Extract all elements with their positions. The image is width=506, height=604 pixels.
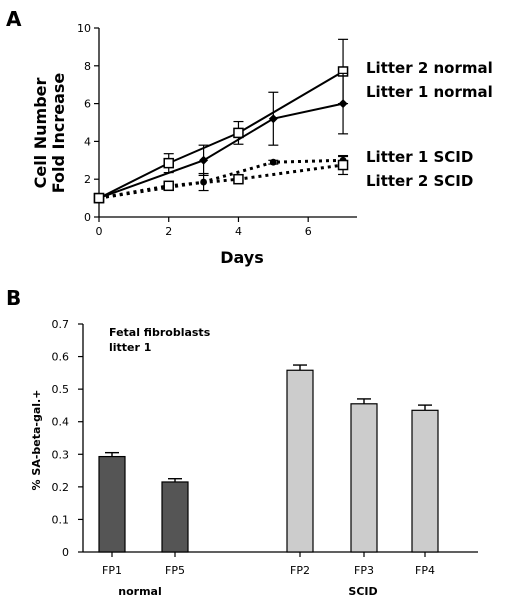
legend-label: Litter 1 SCID [366,148,473,166]
bar [161,481,189,553]
group-label-scid: SCID [348,585,377,598]
panel-b-y-tick-label: 0.3 [52,448,70,461]
data-point [93,192,105,204]
panel-a-y-tick-label: 6 [84,98,91,111]
panel-b-annotation-line1: Fetal fibroblasts [109,326,211,339]
data-point [233,127,244,139]
panel-a-x-axis-title: Days [220,248,264,267]
bar-fp5 [161,478,189,553]
series-line [98,102,344,200]
panel-a: A 0 2 4 6 8 10 0 2 4 6 Litter 2 normal Litter 1 n… [6,7,493,267]
panel-b-bars [98,364,439,553]
bar-fp4 [411,404,439,553]
series-litter-2-normal [93,38,349,204]
bar [411,409,439,553]
panel-a-x-tick-label: 0 [96,225,103,238]
panel-b-y-tick-label: 0.4 [52,416,70,429]
data-point [233,173,244,185]
panel-b-y-tick-label: 0.7 [52,318,70,331]
data-point [163,157,174,169]
panel-a-y-axis-title-line2: Fold Increase [49,73,68,194]
panel-b-x-tick-label: FP1 [102,564,122,577]
bar [98,455,126,553]
legend-label: Litter 2 SCID [366,172,473,190]
bar-fp2 [286,364,314,553]
panel-a-x-ticks: 0 2 4 6 [96,217,312,238]
panel-b-y-tick-label: 0.2 [52,481,70,494]
bar [286,369,314,553]
data-point [163,180,174,192]
panel-a-y-tick-label: 0 [84,211,91,224]
series-line [98,158,344,200]
panel-a-x-tick-label: 2 [165,225,172,238]
series-line [98,70,344,199]
data-point [337,159,349,171]
panel-b-y-tick-label: 0 [62,546,69,559]
panel-b-annotation-line2: litter 1 [109,341,151,354]
bar-fp1 [98,451,126,553]
data-point [199,155,209,165]
panel-b-y-tick-label: 0.6 [52,351,70,364]
panel-a-y-tick-label: 2 [84,173,91,186]
panel-a-series [93,38,349,204]
panel-b-group-labels: normal SCID [118,585,377,598]
data-point [269,158,277,166]
panel-b-x-tick-label: FP2 [290,564,310,577]
panel-a-y-axis-title-line1: Cell Number [31,78,50,189]
series-litter-1-scid [94,155,349,202]
legend-label: Litter 1 normal [366,83,493,101]
panel-a-y-tick-label: 8 [84,60,91,73]
panel-b-x-tick-labels: FP1 FP5 FP2 FP3 FP4 [102,552,435,577]
bar [350,403,378,553]
panel-a-y-ticks: 0 2 4 6 8 10 [77,22,99,224]
panel-a-x-tick-label: 6 [305,225,312,238]
panel-b-y-axis-title: % SA-beta-gal.+ [30,390,43,491]
panel-b-x-tick-label: FP5 [165,564,185,577]
panel-a-y-tick-label: 10 [77,22,91,35]
series-litter-2-scid [93,154,349,204]
panel-a-axes [98,28,357,218]
panel-b-letter: B [6,286,21,310]
legend-label: Litter 2 normal [366,59,493,77]
panel-a-y-tick-label: 4 [84,135,91,148]
data-point [268,114,278,124]
series-litter-1-normal [94,72,349,203]
panel-a-x-tick-label: 4 [235,225,242,238]
panel-b-x-tick-label: FP4 [415,564,435,577]
panel-a-legend: Litter 2 normal Litter 1 normal Litter 1 S… [366,59,493,190]
panel-a-letter: A [6,7,22,31]
panel-b-x-tick-label: FP3 [354,564,374,577]
panel-b: B 0 0.1 0.2 0.3 0.4 0.5 0.6 0.7 FP1 FP5 FP2 FP3 FP4… [6,286,478,598]
series-line [98,163,344,200]
panel-b-y-tick-label: 0.5 [52,383,70,396]
data-point [338,99,348,109]
panel-b-y-ticks: 0 0.1 0.2 0.3 0.4 0.5 0.6 0.7 [52,318,83,559]
bar-fp3 [350,398,378,553]
group-label-normal: normal [118,585,161,598]
panel-b-y-tick-label: 0.1 [52,513,70,526]
